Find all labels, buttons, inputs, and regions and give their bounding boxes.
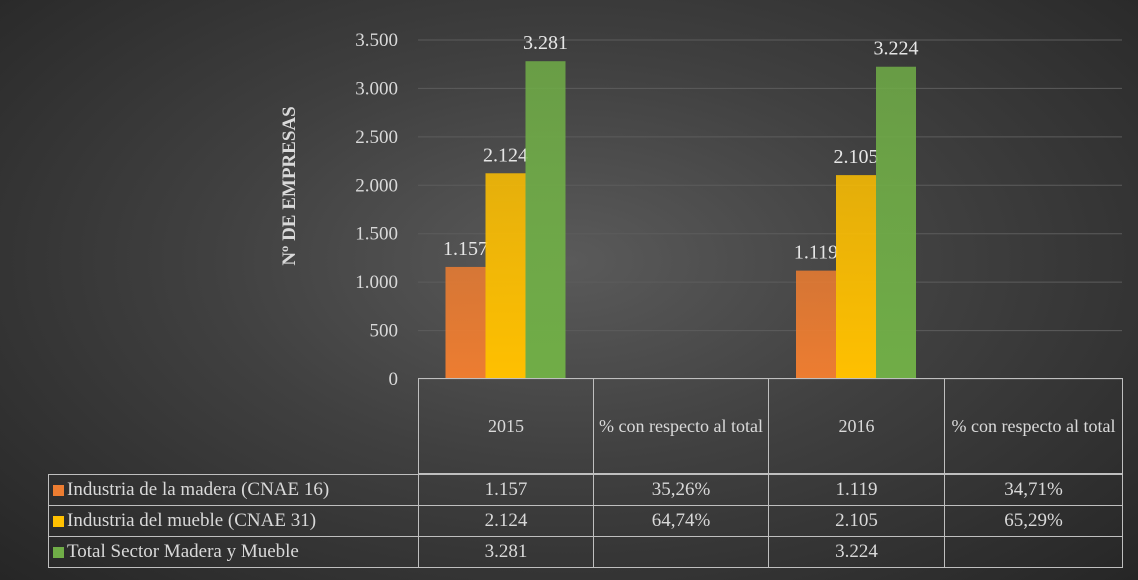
table-cell: 64,74% bbox=[593, 505, 769, 537]
data-label: 1.119 bbox=[794, 242, 838, 264]
series-name: Total Sector Madera y Mueble bbox=[67, 541, 299, 563]
y-tick-label: 3.000 bbox=[355, 78, 398, 99]
table-cell: 34,71% bbox=[944, 474, 1123, 506]
table-cell: 2.105 bbox=[768, 505, 945, 537]
legend-swatch bbox=[53, 515, 64, 527]
bar-1-2015 bbox=[485, 173, 526, 379]
legend-row-label: Industria de la madera (CNAE 16) bbox=[48, 474, 419, 506]
legend-row-label: Total Sector Madera y Mueble bbox=[48, 536, 419, 568]
data-label: 3.224 bbox=[874, 38, 919, 60]
data-label: 2.124 bbox=[483, 144, 528, 166]
table-cell bbox=[944, 536, 1123, 568]
y-tick-label: 2.500 bbox=[355, 127, 398, 148]
y-tick-label: 3.500 bbox=[355, 30, 398, 51]
table-cell: 65,29% bbox=[944, 505, 1123, 537]
table-cell: 1.119 bbox=[768, 474, 945, 506]
data-label: 3.281 bbox=[523, 32, 568, 54]
y-tick-label: 2.000 bbox=[355, 175, 398, 196]
table-cell: 3.224 bbox=[768, 536, 945, 568]
y-tick-label: 0 bbox=[389, 369, 399, 390]
column-header: 2015 bbox=[418, 378, 594, 474]
series-name: Industria del mueble (CNAE 31) bbox=[67, 510, 317, 532]
table-cell: 35,26% bbox=[593, 474, 769, 506]
table-cell bbox=[593, 536, 769, 568]
bar-1-2016 bbox=[836, 175, 876, 379]
table-cell: 1.157 bbox=[418, 474, 594, 506]
legend-swatch bbox=[53, 546, 64, 558]
series-name: Industria de la madera (CNAE 16) bbox=[67, 479, 330, 501]
legend-row-label: Industria del mueble (CNAE 31) bbox=[48, 505, 419, 537]
bar-2-2015 bbox=[525, 61, 566, 379]
data-label: 2.105 bbox=[834, 146, 879, 168]
column-header: % con respecto al total bbox=[593, 378, 769, 474]
column-header: 2016 bbox=[768, 378, 945, 474]
y-axis-label: Nº DE EMPRESAS bbox=[279, 106, 300, 265]
bar-2-2016 bbox=[876, 66, 916, 379]
legend-swatch bbox=[53, 484, 64, 496]
y-tick-label: 1.000 bbox=[355, 272, 398, 293]
data-label: 1.157 bbox=[443, 238, 488, 260]
y-tick-label: 1.500 bbox=[355, 224, 398, 245]
table-cell: 3.281 bbox=[418, 536, 594, 568]
table-cell: 2.124 bbox=[418, 505, 594, 537]
column-header: % con respecto al total bbox=[944, 378, 1123, 474]
bar-0-2015 bbox=[445, 266, 486, 379]
y-tick-label: 500 bbox=[370, 321, 399, 342]
bar-0-2016 bbox=[796, 270, 836, 379]
